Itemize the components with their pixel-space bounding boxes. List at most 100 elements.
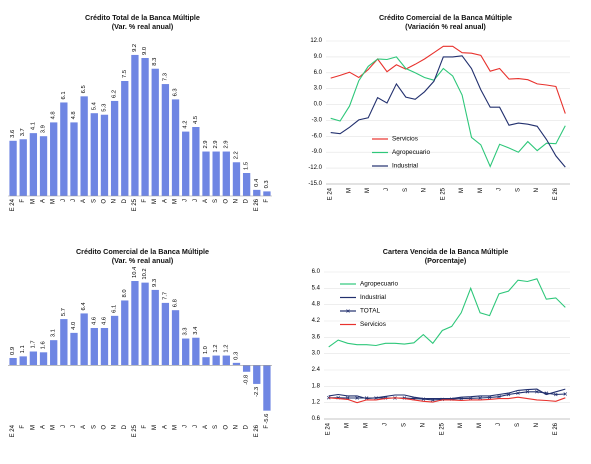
bar-value-label: 3.4 (193, 326, 199, 335)
x-tick-label: N (534, 188, 540, 192)
bar-value-label: 6.4 (81, 302, 87, 311)
bar (29, 133, 38, 196)
series-line (328, 396, 566, 404)
bar (232, 162, 241, 196)
x-tick-label: M (365, 188, 371, 193)
chart-subtitle: (Porcentaje) (424, 256, 467, 265)
x-tick-label: N (233, 199, 239, 203)
chart-credito-comercial-plot: 0.9 1.1 1.7 1.6 3.1 5.7 4.0 6.4 4.6 4.6 6.1 8.0 10.4… (8, 266, 272, 437)
bar-value-label: 7.7 (162, 292, 168, 300)
bar-value-label: 0.9 (10, 347, 16, 355)
bar (100, 114, 109, 196)
y-tick-label: 3.6 (312, 334, 321, 340)
x-tick-label: J (384, 188, 390, 191)
bar-value-label: 10.2 (142, 268, 148, 279)
series-marker (364, 396, 369, 400)
x-tick-label: S (91, 425, 97, 429)
bar-value-label: 3.7 (20, 128, 26, 136)
bar-value-label: 3.1 (51, 329, 57, 337)
bar (100, 328, 109, 366)
y-tick-label: 3.0 (312, 351, 321, 357)
bar-value-label: 7.5 (122, 70, 128, 78)
bar-value-label: 2.9 (223, 140, 229, 148)
chart-credito-comercial-sectores-plot: 12.0 9.0 6.0 3.0 0.0 -3.0 -6.0 -9.0 -12.0 -15.0 E … (308, 38, 570, 200)
x-tick-label: N (534, 423, 540, 427)
y-tick-label: 12.0 (310, 38, 322, 44)
chart-credito-total: Crédito Total de la Banca Múltiple (Var.… (0, 0, 285, 225)
series-marker (487, 395, 492, 400)
x-tick-label: O (101, 425, 107, 430)
y-tick-label: 5.4 (312, 285, 321, 291)
x-tick-label: M (30, 199, 36, 204)
bar (182, 131, 190, 196)
bar-value-label: 7.3 (162, 73, 168, 81)
series-marker (554, 392, 558, 397)
bar-value-label: 6.1 (61, 91, 67, 99)
bar (202, 151, 210, 196)
bar-value-label: 5.3 (101, 104, 107, 112)
bar (161, 302, 170, 366)
bar (131, 281, 139, 366)
bar (222, 355, 230, 366)
x-tick-label: M (459, 188, 465, 193)
bar (161, 84, 170, 196)
y-tick-label: 1.8 (312, 383, 321, 389)
bar (212, 355, 220, 366)
bar (141, 58, 149, 196)
x-tick-label: E 25 (132, 424, 138, 437)
y-tick-label: 0.6 (312, 416, 321, 422)
x-tick-label: N (112, 199, 118, 203)
bar (110, 100, 119, 196)
y-tick-label: 2.4 (312, 367, 321, 373)
x-tick-label: F (264, 425, 270, 429)
x-tick-label: F (20, 425, 26, 429)
bar (121, 81, 129, 196)
bar (171, 99, 180, 196)
bar-value-label: 9.0 (142, 47, 148, 55)
x-tick-label: A (203, 425, 209, 429)
bar-value-label: 1.7 (30, 340, 36, 348)
chart-title: Crédito Comercial de la Banca Múltiple (75, 247, 209, 256)
x-tick-label: E 26 (553, 422, 559, 435)
bar-value-label: 5.4 (91, 101, 97, 110)
chart-title: Crédito Total de la Banca Múltiple (85, 13, 200, 22)
chart-subtitle: (Variación % real anual) (405, 22, 486, 31)
bar (131, 54, 139, 196)
y-tick-label: 4.8 (312, 302, 321, 308)
bar-value-label: 4.0 (71, 322, 77, 330)
x-tick-label: J (497, 188, 503, 191)
x-tick-label: M (173, 199, 179, 204)
bar-value-label: 6.5 (81, 85, 87, 93)
x-tick-label: D (244, 424, 250, 429)
legend-marker (346, 309, 350, 313)
bar-value-label: 5.7 (61, 308, 67, 316)
bar-value-label: 3.9 (41, 125, 47, 133)
bar-value-label: 4.6 (91, 317, 97, 325)
series-line (328, 388, 566, 400)
bar-value-label: 0.4 (254, 178, 260, 187)
x-tick-label: J (71, 199, 77, 202)
x-tick-label: J (193, 199, 199, 202)
x-tick-label: E 26 (553, 187, 559, 200)
x-tick-label: J (193, 425, 199, 428)
bar (9, 357, 17, 366)
x-tick-label: E 24 (328, 187, 334, 200)
bar (39, 352, 48, 366)
x-tick-label: F (142, 425, 148, 429)
bar-value-label: 9.2 (132, 44, 138, 52)
bar (19, 139, 27, 196)
x-tick-label: M (345, 423, 351, 428)
bar (70, 122, 78, 196)
bar (192, 127, 200, 196)
bar (60, 319, 68, 366)
bar (192, 337, 200, 366)
series-line (330, 45, 566, 114)
series-marker (459, 396, 463, 401)
chart-credito-comercial-sectores: Crédito Comercial de la Banca Múltiple (… (300, 0, 591, 225)
x-tick-label: N (422, 188, 428, 192)
chart-title: Cartera Vencida de la Banca Múltiple (382, 247, 509, 256)
bar-value-label: 3.6 (10, 130, 16, 138)
x-tick-label: M (173, 425, 179, 430)
bar (263, 191, 271, 196)
bar-value-label: 8.0 (122, 289, 128, 297)
